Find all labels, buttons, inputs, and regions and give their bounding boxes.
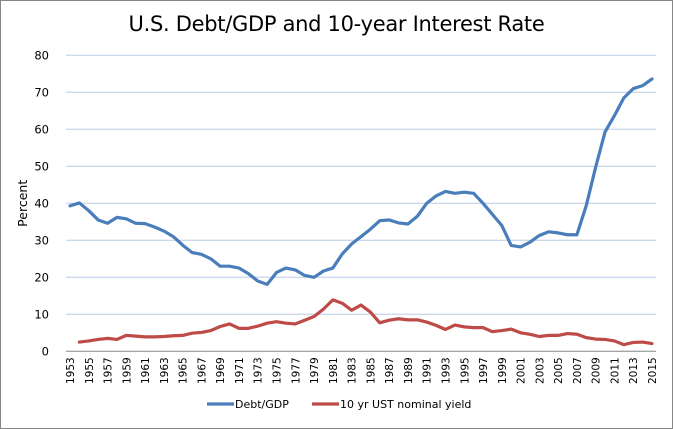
x-tick-label: 2015 xyxy=(647,357,659,384)
x-tick-label: 1997 xyxy=(478,357,490,384)
legend-label: 10 yr UST nominal yield xyxy=(340,398,471,411)
legend-label: Debt/GDP xyxy=(235,398,289,411)
x-tick-label: 2009 xyxy=(591,357,603,384)
x-tick-label: 1979 xyxy=(309,357,321,384)
gridlines xyxy=(66,54,656,315)
x-tick-label: 2013 xyxy=(628,357,640,384)
x-tick-label: 1975 xyxy=(272,357,284,384)
x-tick-label: 1953 xyxy=(65,357,77,384)
x-tick-label: 1987 xyxy=(384,357,396,384)
y-tick-label: 30 xyxy=(34,233,49,247)
x-tick-label: 2007 xyxy=(572,357,584,384)
legend-item: 10 yr UST nominal yield xyxy=(312,398,471,411)
x-tick-label: 1995 xyxy=(459,357,471,384)
x-tick-label: 2003 xyxy=(534,357,546,384)
x-tick-label: 1993 xyxy=(440,357,452,384)
x-tick-label: 1977 xyxy=(290,357,302,384)
y-axis-ticks: 0 10 20 30 40 50 60 70 80 xyxy=(34,48,49,358)
y-tick-label: 50 xyxy=(34,159,49,173)
x-tick-label: 1989 xyxy=(403,357,415,384)
x-tick-label: 1985 xyxy=(365,357,377,384)
x-tick-label: 1961 xyxy=(140,357,152,384)
x-tick-label: 2001 xyxy=(516,357,528,384)
y-tick-label: 70 xyxy=(34,85,49,99)
x-tick-label: 1971 xyxy=(234,357,246,384)
legend: Debt/GDP 10 yr UST nominal yield xyxy=(207,398,471,411)
legend-item: Debt/GDP xyxy=(207,398,289,411)
x-tick-label: 1969 xyxy=(215,357,227,384)
y-tick-label: 20 xyxy=(34,270,49,284)
series-line-debt-gdp xyxy=(68,77,654,286)
x-tick-label: 1983 xyxy=(347,357,359,384)
x-tick-label: 1981 xyxy=(328,357,340,384)
x-tick-label: 1963 xyxy=(159,357,171,384)
y-tick-label: 0 xyxy=(42,344,49,358)
x-tick-label: 1959 xyxy=(121,357,133,384)
y-axis-label: Percent xyxy=(15,180,30,227)
x-tick-label: 1955 xyxy=(84,357,96,384)
x-tick-label: 1973 xyxy=(253,357,265,384)
x-axis-ticks: 1953 1955 1957 1959 1961 1963 1965 1967 1969 1971… xyxy=(65,357,659,384)
series-lines xyxy=(68,77,654,347)
y-tick-label: 60 xyxy=(34,122,49,136)
y-tick-label: 40 xyxy=(34,196,49,210)
x-tick-label: 1965 xyxy=(178,357,190,384)
y-tick-label: 10 xyxy=(34,307,49,321)
x-tick-label: 1999 xyxy=(497,357,509,384)
x-tick-label: 2005 xyxy=(553,357,565,384)
x-tick-label: 2011 xyxy=(609,357,621,384)
x-tick-label: 1957 xyxy=(103,357,115,384)
series-line-ust-yield xyxy=(77,298,654,347)
x-tick-label: 1967 xyxy=(196,357,208,384)
y-tick-label: 80 xyxy=(34,48,49,62)
chart-title: U.S. Debt/GDP and 10-year Interest Rate xyxy=(128,12,545,36)
x-tick-label: 1991 xyxy=(422,357,434,384)
